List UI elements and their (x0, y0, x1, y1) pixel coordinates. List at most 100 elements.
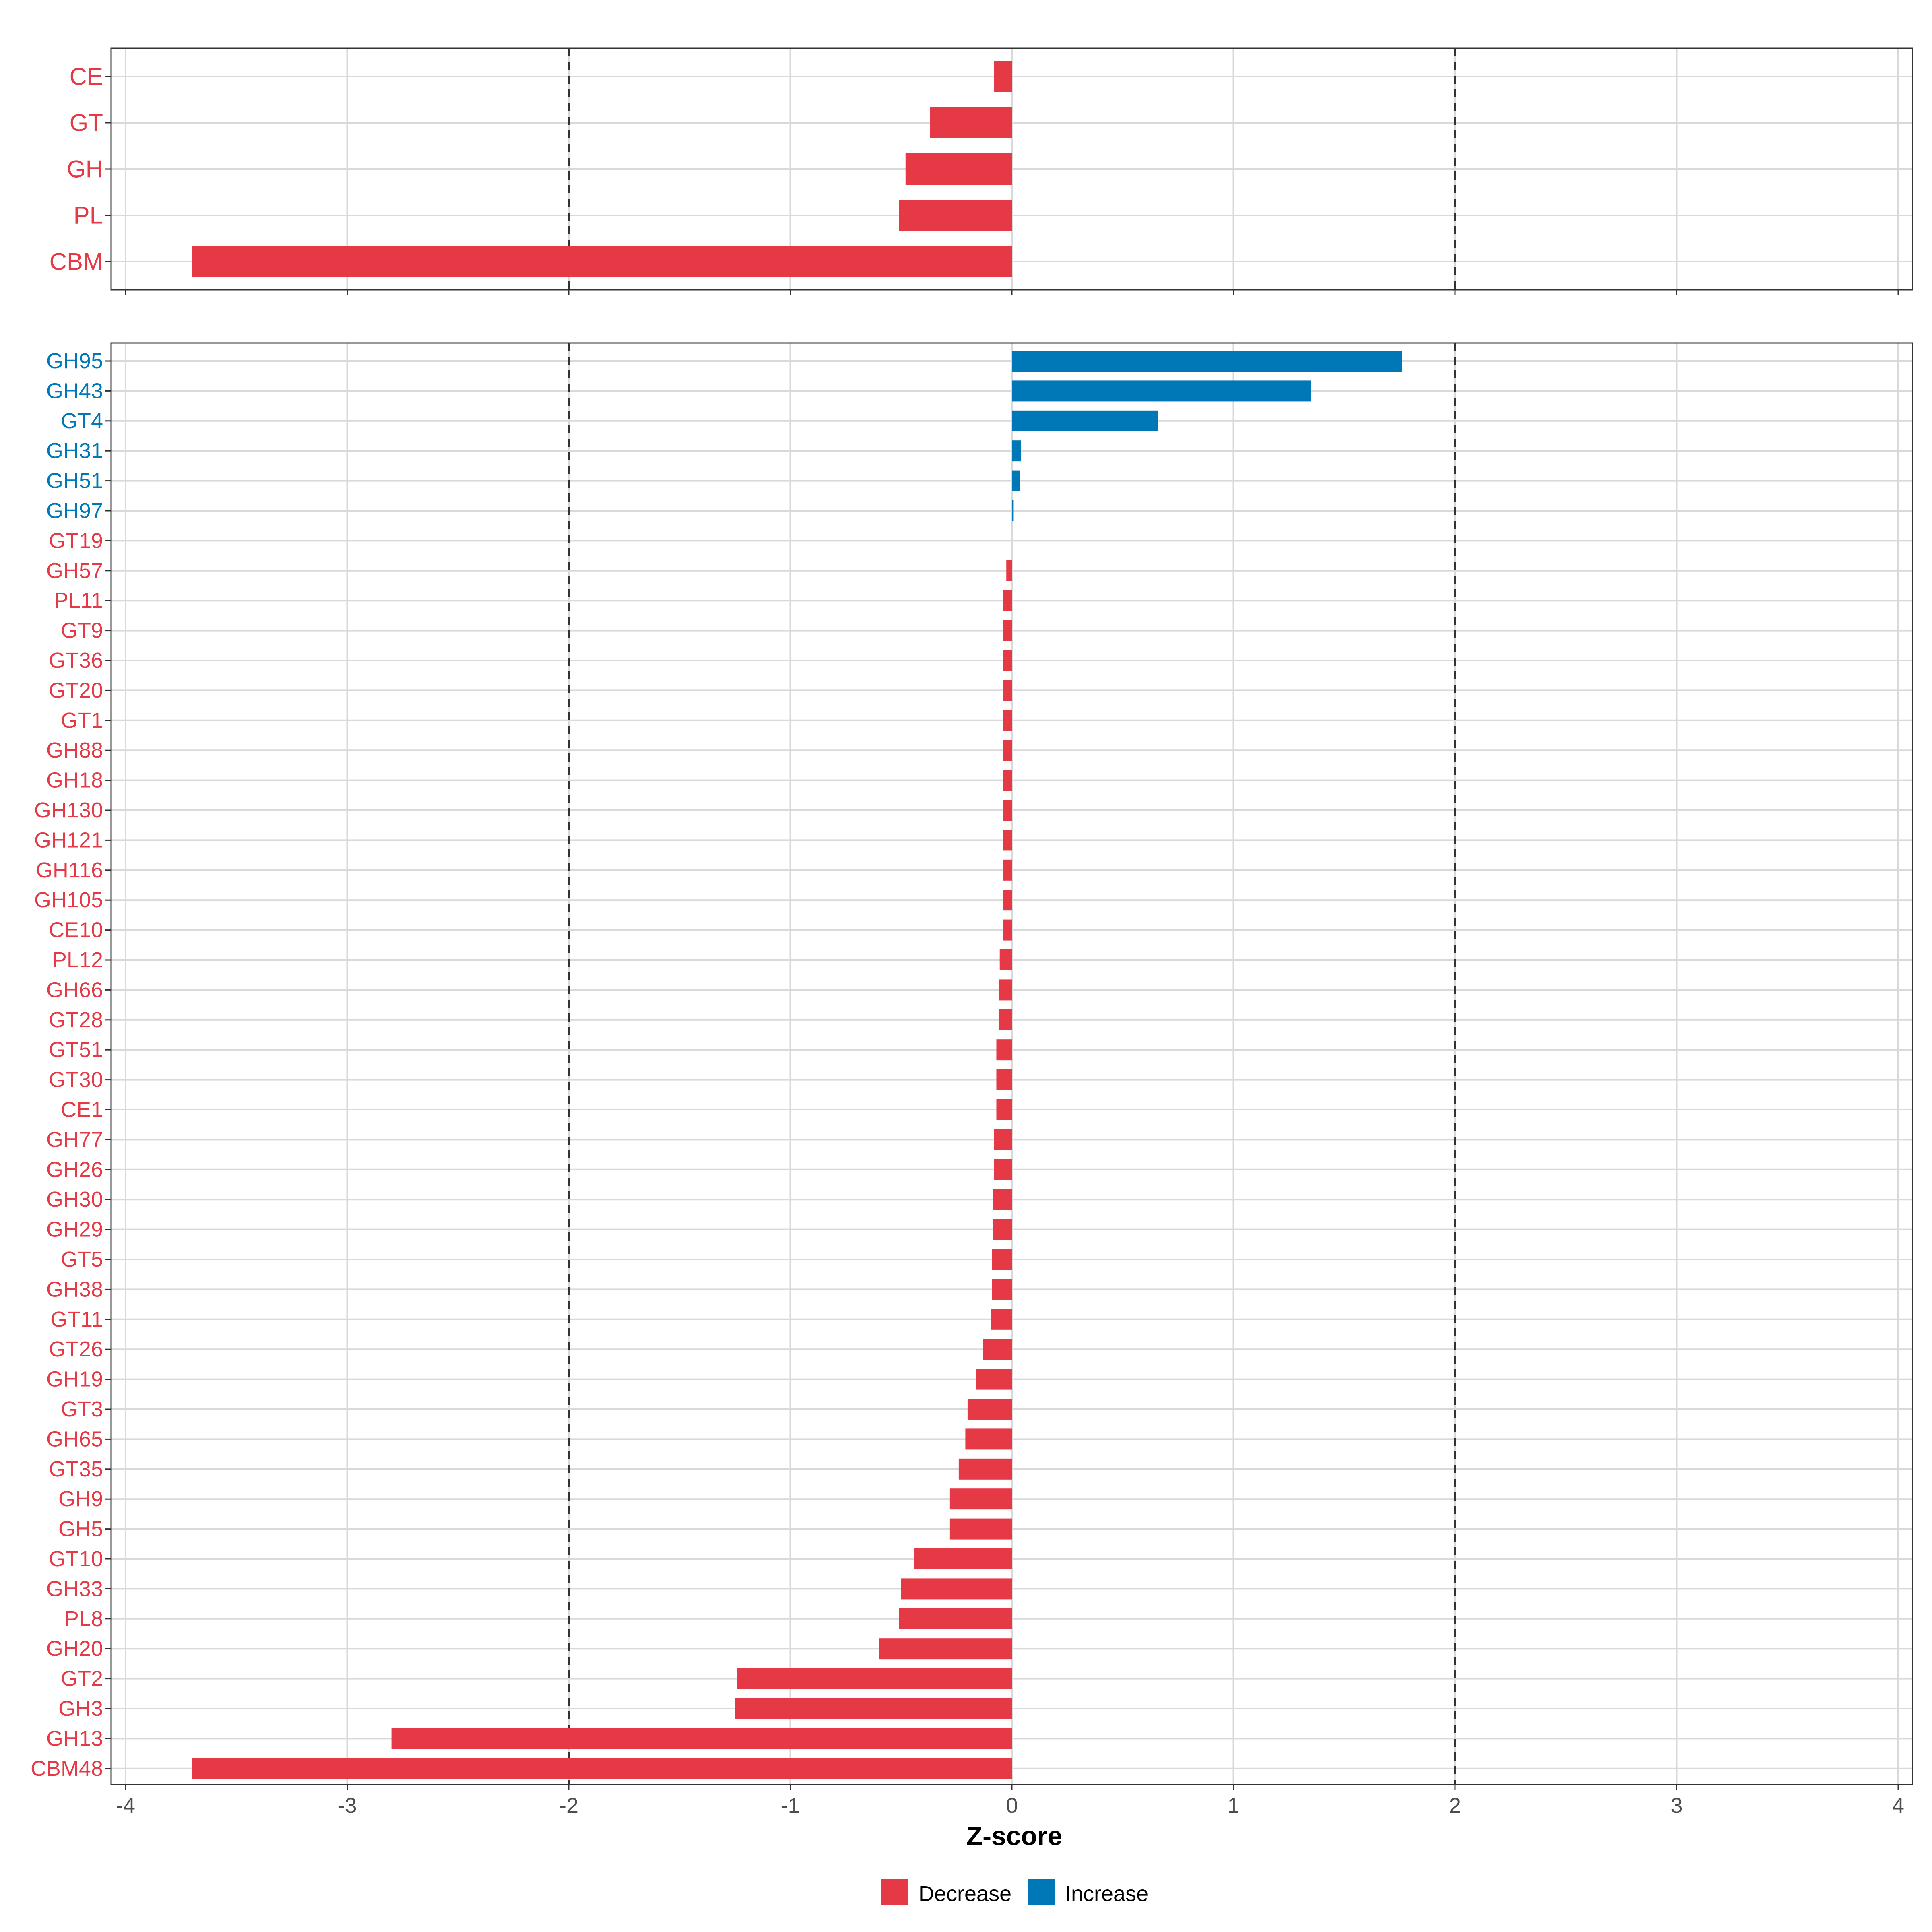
category-label-gh65: GH65 (46, 1427, 103, 1451)
category-label-gt36: GT36 (49, 648, 103, 673)
bar-gh31 (1012, 440, 1021, 462)
bar-gh19 (976, 1368, 1012, 1390)
category-label-gh26: GH26 (46, 1158, 103, 1182)
bar-ce1 (996, 1099, 1012, 1120)
bar-pl (899, 200, 1012, 231)
bar-gt (930, 107, 1012, 138)
category-label-gh31: GH31 (46, 439, 103, 463)
category-label-gt19: GT19 (49, 528, 103, 553)
bar-gh130 (1003, 800, 1012, 821)
bars (192, 61, 1402, 1779)
category-label-gh121: GH121 (34, 828, 103, 852)
category-label-gh105: GH105 (34, 888, 103, 912)
bar-gh5 (949, 1518, 1012, 1540)
x-tick-label: -4 (116, 1794, 135, 1818)
x-tick-label: 2 (1449, 1794, 1461, 1818)
bar-gt30 (996, 1069, 1012, 1090)
category-label-gh9: GH9 (58, 1487, 103, 1511)
bar-ce (994, 61, 1012, 92)
bar-gh26 (994, 1159, 1012, 1180)
category-labels: CE GT GH PL CBM GH95 GH43 GT4 GH31 GH51 GH97 GT19 GH… (31, 63, 111, 1781)
category-label-gh51: GH51 (46, 469, 103, 493)
category-label-ce1: CE1 (61, 1098, 103, 1122)
x-tick-label: -1 (780, 1794, 800, 1818)
bar-gh13 (391, 1728, 1012, 1749)
category-label-cbm48: CBM48 (31, 1757, 103, 1781)
bar-gh51 (1012, 470, 1020, 491)
category-label-gh97: GH97 (46, 499, 103, 523)
category-label-gt9: GT9 (61, 619, 103, 643)
category-label-pl12: PL12 (52, 948, 103, 972)
bar-gh95 (1012, 351, 1402, 372)
category-label-gh77: GH77 (46, 1127, 103, 1152)
bar-gh43 (1012, 380, 1311, 402)
x-axis: -4 -3 -2 -1 0 1 2 3 4 (116, 290, 1904, 1818)
category-label-gt5: GT5 (61, 1247, 103, 1271)
category-label-gh3: GH3 (58, 1697, 103, 1721)
category-label-gt2: GT2 (61, 1667, 103, 1691)
bar-gh65 (965, 1428, 1012, 1450)
category-label-pl: PL (74, 202, 103, 229)
bar-gh77 (994, 1129, 1012, 1150)
bar-gh (905, 153, 1012, 185)
bar-gt9 (1003, 620, 1012, 641)
bar-gt4 (1012, 410, 1158, 431)
bar-gt28 (998, 1009, 1012, 1030)
category-label-gh29: GH29 (46, 1218, 103, 1242)
bar-pl8 (899, 1608, 1012, 1629)
bar-gh105 (1003, 890, 1012, 911)
category-label-gt30: GT30 (49, 1068, 103, 1092)
bar-gt35 (958, 1458, 1012, 1480)
bar-gt11 (991, 1309, 1012, 1330)
bar-gh29 (993, 1219, 1012, 1240)
x-tick-label: 3 (1670, 1794, 1682, 1818)
bar-gh116 (1003, 859, 1012, 881)
bar-gh3 (735, 1698, 1012, 1719)
category-label-gh30: GH30 (46, 1187, 103, 1212)
category-label-gt20: GT20 (49, 678, 103, 702)
category-label-gh66: GH66 (46, 978, 103, 1002)
bar-gh18 (1003, 770, 1012, 791)
category-label-ce10: CE10 (49, 918, 103, 942)
category-label-cbm: CBM (50, 248, 103, 275)
category-label-gh116: GH116 (36, 858, 103, 882)
bar-gt51 (996, 1039, 1012, 1061)
category-label-pl11: PL11 (54, 588, 103, 613)
bar-gh33 (901, 1578, 1012, 1600)
category-label-gh57: GH57 (46, 559, 103, 583)
legend-swatch-increase (1028, 1879, 1055, 1905)
category-label-gt10: GT10 (49, 1547, 103, 1571)
category-label-gh38: GH38 (46, 1277, 103, 1301)
category-label-gh88: GH88 (46, 738, 103, 762)
x-tick-label: -2 (559, 1794, 578, 1818)
bar-gh20 (879, 1638, 1012, 1660)
x-tick-label: 0 (1006, 1794, 1018, 1818)
bar-gt1 (1003, 710, 1012, 731)
category-label-gh13: GH13 (46, 1726, 103, 1750)
bar-cbm48 (192, 1758, 1012, 1779)
x-tick-label: -3 (337, 1794, 357, 1818)
category-label-gh130: GH130 (34, 798, 103, 822)
bar-gh66 (998, 979, 1012, 1001)
bar-gt5 (992, 1249, 1012, 1270)
category-label-gt11: GT11 (50, 1307, 103, 1331)
bar-ce10 (1003, 919, 1012, 941)
category-label-gt: GT (70, 109, 103, 136)
category-label-gh: GH (67, 156, 103, 183)
bar-gt3 (967, 1399, 1012, 1420)
bar-gh9 (949, 1488, 1012, 1510)
category-label-gt26: GT26 (49, 1337, 103, 1361)
bar-gt10 (914, 1548, 1012, 1569)
bar-gt2 (737, 1668, 1012, 1689)
category-label-ce: CE (70, 63, 103, 90)
category-label-gt28: GT28 (49, 1008, 103, 1032)
bar-gh38 (992, 1279, 1012, 1300)
bar-gt20 (1003, 680, 1012, 701)
category-label-gh18: GH18 (46, 768, 103, 793)
legend-swatch-decrease (881, 1879, 908, 1905)
bar-gh57 (1006, 560, 1012, 581)
x-axis-title: Z-score (966, 1821, 1062, 1851)
bar-gh88 (1003, 740, 1012, 761)
category-label-gh33: GH33 (46, 1577, 103, 1601)
